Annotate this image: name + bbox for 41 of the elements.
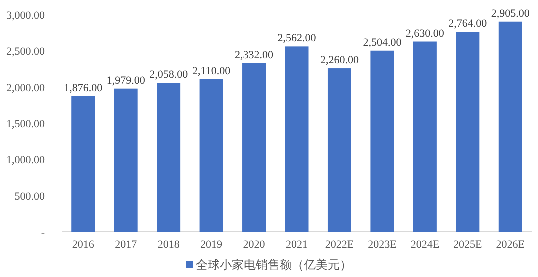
data-label: 2,562.00 [278, 32, 317, 45]
x-tick-label: 2025E [454, 239, 483, 251]
x-tick-label: 2026E [496, 239, 526, 251]
data-label: 2,058.00 [150, 69, 189, 82]
x-tick-label: 2020 [243, 239, 266, 251]
y-tick-label: 500.00 [14, 190, 46, 203]
x-tick-label: 2021 [286, 239, 308, 251]
bar [413, 42, 437, 232]
bar [157, 83, 181, 232]
data-label: 2,630.00 [406, 28, 445, 40]
x-tick-label: 2024E [410, 239, 440, 251]
x-tick-label: 2016 [72, 239, 95, 251]
data-label: 2,764.00 [448, 18, 488, 30]
x-tick-label: 2022E [325, 239, 354, 251]
x-tick-label: 2018 [158, 239, 180, 251]
bar [498, 22, 522, 232]
data-label: 2,332.00 [235, 49, 274, 62]
y-tick-label: - [41, 227, 46, 239]
data-label: 1,979.00 [106, 74, 146, 87]
legend-label: 全球小家电销售额（亿美元） [196, 258, 352, 272]
bar [114, 88, 138, 232]
data-label: 1,876.00 [64, 82, 104, 94]
data-label: 2,905.00 [491, 8, 530, 20]
x-tick-label: 2017 [115, 239, 138, 251]
bar [242, 63, 266, 232]
x-tick-label: 2023E [368, 239, 398, 251]
bar [200, 79, 224, 232]
bar [370, 50, 394, 232]
bar [72, 96, 96, 232]
data-label: 2,504.00 [363, 36, 402, 49]
x-tick-label: 2019 [200, 239, 224, 251]
bar [456, 32, 480, 232]
y-tick-label: 3,000.00 [6, 10, 46, 22]
y-tick-label: 2,000.00 [6, 82, 46, 94]
data-label: 2,260.00 [320, 54, 360, 67]
y-tick-label: 2,500.00 [6, 46, 46, 58]
y-tick-label: 1,000.00 [6, 154, 46, 167]
bar [328, 68, 352, 232]
data-label: 2,110.00 [192, 65, 232, 78]
bar [285, 46, 309, 232]
y-tick-label: 1,500.00 [6, 118, 46, 130]
